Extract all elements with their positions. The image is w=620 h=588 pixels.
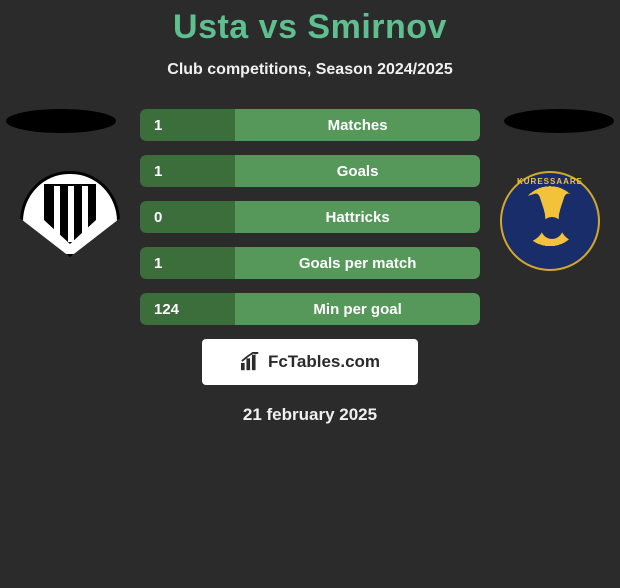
stat-label: Matches (235, 109, 480, 141)
stat-bars: 1Matches1Goals0Hattricks1Goals per match… (140, 109, 480, 325)
team-badge-left (20, 171, 120, 271)
stat-value-left: 1 (140, 109, 235, 141)
kuressaare-crest: KURESSAARE (500, 171, 600, 271)
chart-icon (240, 352, 262, 372)
stat-bar: 1Goals per match (140, 247, 480, 279)
stat-bar: 124Min per goal (140, 293, 480, 325)
date-label: 21 february 2025 (0, 405, 620, 425)
kalev-crest (20, 171, 120, 257)
stat-value-left: 124 (140, 293, 235, 325)
stat-value-left: 1 (140, 247, 235, 279)
stat-label: Hattricks (235, 201, 480, 233)
stat-label: Goals (235, 155, 480, 187)
stat-value-left: 0 (140, 201, 235, 233)
kuressaare-crest-text: KURESSAARE (502, 177, 598, 186)
player-shadow-right (504, 109, 614, 133)
comparison-area: KURESSAARE 1Matches1Goals0Hattricks1Goal… (0, 109, 620, 449)
brand-box: FcTables.com (202, 339, 418, 385)
stat-label: Min per goal (235, 293, 480, 325)
team-badge-right: KURESSAARE (500, 171, 600, 271)
stat-bar: 1Goals (140, 155, 480, 187)
player-shadow-left (6, 109, 116, 133)
brand-text: FcTables.com (268, 352, 380, 372)
stat-label: Goals per match (235, 247, 480, 279)
subtitle: Club competitions, Season 2024/2025 (0, 61, 620, 79)
page-title: Usta vs Smirnov (0, 8, 620, 47)
stat-bar: 0Hattricks (140, 201, 480, 233)
stat-bar: 1Matches (140, 109, 480, 141)
stat-value-left: 1 (140, 155, 235, 187)
